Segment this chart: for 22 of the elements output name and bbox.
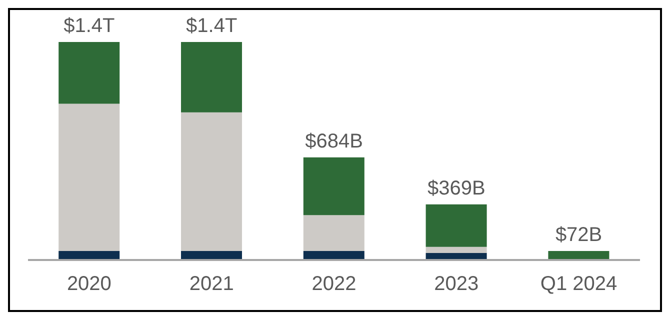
bar [58, 251, 120, 260]
annotation: $369B [427, 177, 486, 200]
bar [181, 251, 242, 260]
annotation: $684B [305, 130, 363, 152]
x-tick-label: Q1 2024 [540, 273, 618, 296]
bar [303, 251, 364, 260]
bar [303, 157, 364, 216]
annotation: $1.4T [186, 15, 238, 37]
bar [426, 246, 487, 254]
bar [181, 42, 242, 112]
bar [181, 112, 242, 252]
x-tick-label: 2021 [189, 273, 234, 296]
bar [303, 215, 364, 252]
annotation: $1.4T [64, 15, 115, 37]
x-tick-label: 2022 [312, 273, 356, 296]
bar [58, 104, 120, 252]
annotation: $72B [555, 224, 602, 246]
x-tick-label: 2023 [434, 273, 479, 296]
x-tick-label: 2020 [66, 273, 112, 296]
bar [426, 204, 487, 247]
bar [58, 42, 120, 104]
bar [548, 251, 610, 260]
